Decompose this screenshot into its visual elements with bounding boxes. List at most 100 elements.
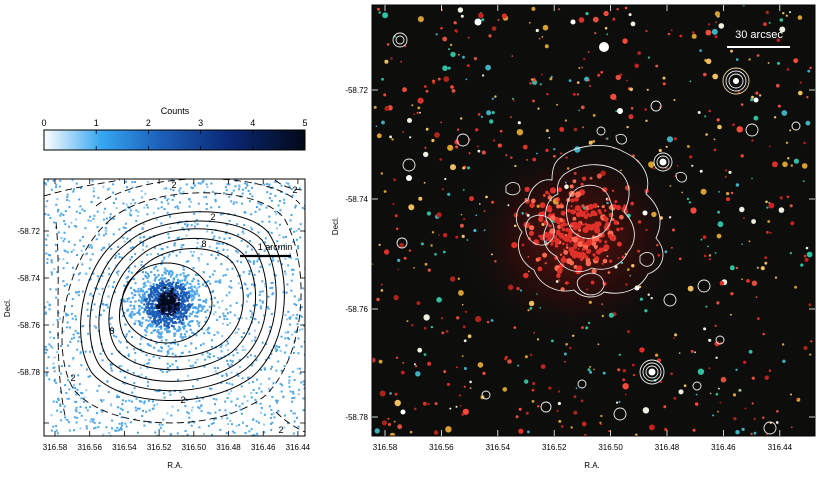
photon-count-point bbox=[55, 288, 58, 291]
left-y-tick-label: -58.78 bbox=[17, 368, 40, 377]
star bbox=[378, 243, 381, 246]
star bbox=[767, 62, 770, 64]
photon-count-point bbox=[171, 352, 174, 355]
photon-count-point bbox=[169, 226, 172, 229]
photon-count-point bbox=[158, 321, 161, 325]
photon-count-point bbox=[259, 290, 262, 293]
star bbox=[584, 222, 588, 226]
photon-count-point bbox=[288, 375, 291, 378]
star bbox=[604, 240, 608, 244]
photon-count-point bbox=[234, 331, 237, 334]
star bbox=[673, 337, 675, 339]
star bbox=[486, 110, 492, 116]
photon-count-point bbox=[153, 246, 156, 249]
photon-count-point bbox=[279, 209, 282, 212]
photon-count-point bbox=[146, 280, 149, 283]
star bbox=[726, 192, 730, 196]
star bbox=[532, 99, 535, 103]
photon-count-point bbox=[75, 406, 78, 409]
star bbox=[394, 399, 401, 407]
star bbox=[603, 217, 609, 223]
photon-count-point bbox=[63, 231, 66, 234]
star bbox=[458, 290, 464, 296]
photon-count-point bbox=[164, 289, 167, 292]
photon-count-point bbox=[257, 202, 260, 205]
star bbox=[402, 131, 405, 133]
photon-count-point bbox=[294, 258, 297, 261]
source-contour bbox=[642, 362, 662, 382]
photon-count-point bbox=[166, 370, 169, 373]
photon-count-point bbox=[214, 370, 217, 373]
photon-count-point bbox=[150, 271, 153, 274]
star bbox=[594, 221, 599, 226]
star bbox=[713, 138, 716, 141]
star bbox=[662, 76, 666, 80]
star bbox=[459, 223, 464, 228]
star bbox=[663, 405, 667, 409]
photon-count-point bbox=[129, 209, 132, 212]
photon-count-point bbox=[168, 253, 171, 256]
photon-count-point bbox=[179, 391, 182, 394]
star bbox=[718, 23, 725, 29]
photon-count-point bbox=[191, 302, 194, 306]
photon-count-point bbox=[167, 202, 170, 205]
source-contour bbox=[645, 365, 659, 379]
photon-count-point bbox=[191, 298, 194, 301]
contour-solid bbox=[108, 237, 257, 371]
photon-count-point bbox=[259, 383, 262, 386]
photon-count-point bbox=[46, 200, 49, 203]
bright-star bbox=[659, 158, 667, 166]
photon-count-point bbox=[258, 421, 260, 424]
photon-count-point bbox=[138, 308, 141, 311]
photon-count-point bbox=[149, 325, 152, 328]
star bbox=[445, 330, 449, 333]
star bbox=[450, 164, 456, 171]
photon-count-point bbox=[176, 329, 179, 332]
photon-count-point bbox=[257, 321, 260, 324]
star bbox=[612, 189, 614, 192]
star bbox=[739, 206, 745, 213]
star bbox=[743, 360, 747, 364]
photon-count-point bbox=[284, 270, 286, 273]
star bbox=[545, 129, 549, 133]
photon-count-point bbox=[197, 307, 200, 310]
star bbox=[620, 169, 622, 172]
photon-count-point bbox=[73, 243, 76, 246]
star bbox=[538, 216, 544, 223]
photon-count-point bbox=[80, 391, 83, 394]
star bbox=[720, 376, 727, 383]
star bbox=[795, 398, 798, 401]
photon-count-point bbox=[82, 400, 85, 403]
photon-count-point bbox=[80, 397, 83, 400]
photon-count-point bbox=[141, 196, 144, 199]
star bbox=[389, 135, 392, 139]
photon-count-point bbox=[296, 258, 299, 261]
photon-count-point bbox=[271, 293, 274, 296]
photon-count-point bbox=[143, 402, 146, 405]
photon-count-point bbox=[94, 325, 97, 328]
photon-count-point bbox=[250, 391, 253, 394]
star bbox=[564, 184, 569, 189]
star bbox=[793, 158, 800, 164]
photon-count-point bbox=[105, 426, 108, 429]
star bbox=[379, 390, 386, 397]
photon-count-point bbox=[92, 190, 95, 193]
star bbox=[705, 58, 712, 65]
photon-count-point bbox=[181, 298, 184, 302]
photon-count-point bbox=[143, 296, 146, 299]
photon-count-point bbox=[67, 379, 69, 382]
star bbox=[529, 202, 535, 209]
photon-count-point bbox=[81, 392, 84, 395]
star bbox=[789, 252, 792, 255]
photon-count-point bbox=[167, 329, 170, 332]
photon-count-point bbox=[168, 270, 171, 273]
star bbox=[469, 380, 472, 384]
photon-count-point bbox=[246, 287, 249, 290]
photon-count-point bbox=[96, 389, 99, 392]
photon-count-point bbox=[287, 337, 289, 339]
photon-count-point bbox=[240, 239, 243, 242]
photon-count-point bbox=[123, 300, 126, 303]
star bbox=[741, 278, 743, 281]
photon-count-point bbox=[152, 285, 155, 288]
star bbox=[772, 161, 778, 168]
